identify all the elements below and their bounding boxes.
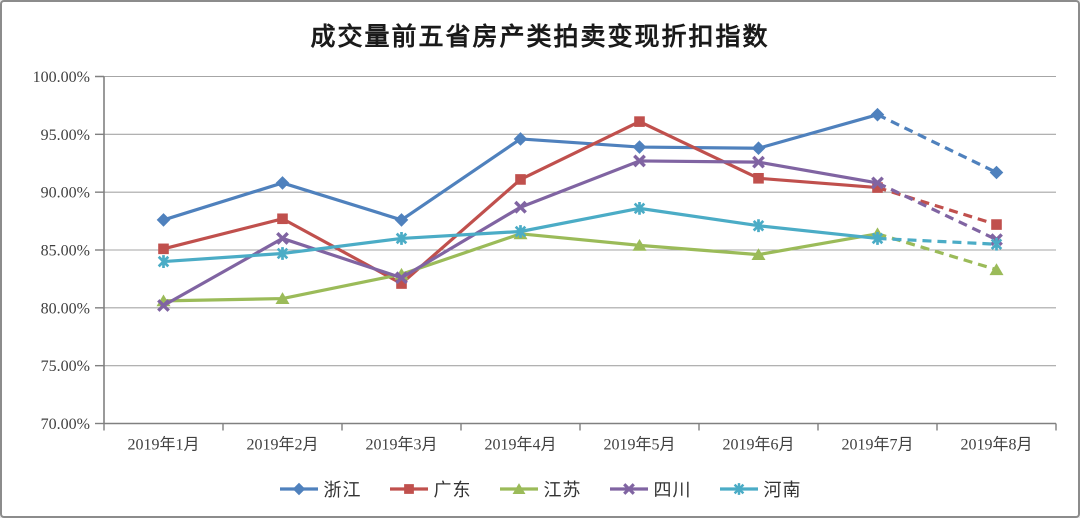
- legend-label: 河南: [763, 480, 802, 500]
- legend-item-四川: 四川: [609, 476, 692, 502]
- y-tick-label: 80.00%: [41, 300, 90, 317]
- triangle-legend-marker-icon: [499, 483, 538, 494]
- legend-item-河南: 河南: [719, 476, 802, 502]
- legend-label: 浙江: [323, 480, 362, 500]
- legend-label: 广东: [433, 480, 472, 500]
- asterisk-legend-marker-icon: [719, 483, 758, 495]
- x-legend-marker-icon: [609, 483, 648, 495]
- x-tick-label: 2019年6月: [722, 436, 794, 454]
- y-tick-label: 85.00%: [41, 243, 90, 260]
- square-legend-marker-icon: [389, 484, 428, 494]
- chart-title: 成交量前五省房产类拍卖变现折扣指数: [310, 24, 770, 51]
- x-tick-label: 2019年5月: [603, 436, 675, 454]
- y-axis-labels: 100.00% 95.00% 90.00% 85.00% 80.00% 75.00% 70.…: [33, 69, 90, 433]
- y-tick-label: 90.00%: [41, 185, 90, 202]
- y-tick-label: 75.00%: [41, 358, 90, 375]
- y-tick-label: 70.00%: [41, 416, 90, 433]
- series-四川: [157, 154, 1003, 312]
- x-tick-label: 2019年7月: [841, 436, 913, 454]
- x-axis-labels: 2019年1月 2019年2月 2019年3月 2019年4月 2019年5月 2019年…: [127, 436, 1032, 454]
- y-tick-label: 95.00%: [41, 127, 90, 144]
- legend-label: 四川: [653, 480, 692, 500]
- legend-item-广东: 广东: [389, 476, 472, 502]
- diamond-legend-marker-icon: [279, 482, 318, 496]
- x-tick-label: 2019年8月: [960, 436, 1032, 454]
- x-tick-label: 2019年2月: [246, 436, 318, 454]
- y-tick-label: 100.00%: [33, 69, 90, 86]
- legend-item-江苏: 江苏: [499, 476, 582, 502]
- legend-item-浙江: 浙江: [279, 476, 362, 502]
- x-tick-label: 2019年3月: [365, 436, 437, 454]
- axis-ticks: [95, 75, 1057, 431]
- series-河南: [157, 201, 1003, 268]
- series-浙江: [156, 107, 1004, 227]
- x-tick-label: 2019年1月: [127, 436, 199, 454]
- legend-label: 江苏: [543, 480, 582, 500]
- axes: [103, 76, 1056, 425]
- x-tick-label: 2019年4月: [484, 436, 556, 454]
- chart-legend: 浙江 广东 江苏 四川 河南: [2, 476, 1078, 502]
